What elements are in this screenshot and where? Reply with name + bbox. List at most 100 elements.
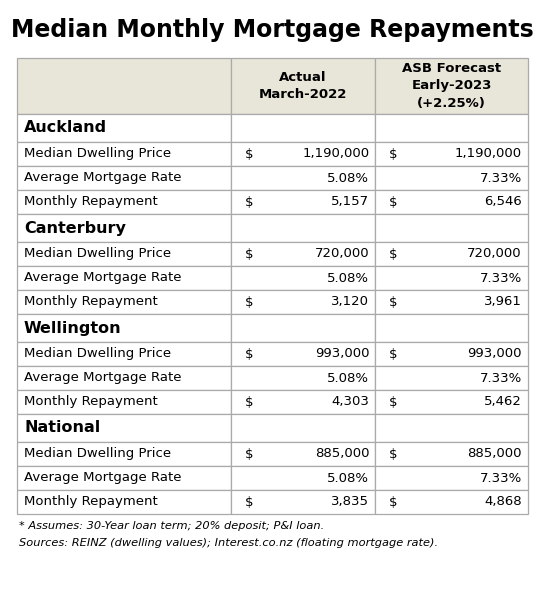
Text: 3,835: 3,835 bbox=[331, 495, 369, 508]
Text: Canterbury: Canterbury bbox=[24, 221, 126, 236]
Bar bbox=[17, 466, 231, 490]
Text: Median Monthly Mortgage Repayments: Median Monthly Mortgage Repayments bbox=[11, 18, 534, 42]
Bar bbox=[231, 490, 375, 514]
Bar bbox=[231, 214, 375, 242]
Text: Median Dwelling Price: Median Dwelling Price bbox=[24, 448, 171, 460]
Bar bbox=[375, 266, 528, 290]
Bar bbox=[231, 290, 375, 314]
Text: 6,546: 6,546 bbox=[485, 195, 522, 209]
Text: Sources: REINZ (dwelling values); Interest.co.nz (floating mortgage rate).: Sources: REINZ (dwelling values); Intere… bbox=[19, 538, 438, 548]
Text: 3,961: 3,961 bbox=[484, 296, 522, 308]
Text: $: $ bbox=[389, 195, 398, 209]
Text: 5.08%: 5.08% bbox=[327, 272, 369, 284]
Bar bbox=[17, 490, 231, 514]
Text: Average Mortgage Rate: Average Mortgage Rate bbox=[24, 272, 181, 284]
Bar bbox=[375, 466, 528, 490]
Bar bbox=[231, 390, 375, 414]
Bar bbox=[17, 242, 231, 266]
Text: 7.33%: 7.33% bbox=[480, 171, 522, 185]
Text: $: $ bbox=[389, 495, 398, 508]
Bar bbox=[231, 242, 375, 266]
Bar bbox=[231, 414, 375, 442]
Text: 5.08%: 5.08% bbox=[327, 371, 369, 385]
Text: Average Mortgage Rate: Average Mortgage Rate bbox=[24, 371, 181, 385]
Bar bbox=[231, 314, 375, 342]
Text: 885,000: 885,000 bbox=[468, 448, 522, 460]
Bar bbox=[375, 190, 528, 214]
Text: Wellington: Wellington bbox=[24, 320, 122, 335]
Bar bbox=[231, 190, 375, 214]
Text: $: $ bbox=[245, 195, 253, 209]
Bar bbox=[231, 266, 375, 290]
Text: 885,000: 885,000 bbox=[314, 448, 369, 460]
Bar bbox=[17, 314, 231, 342]
Text: Monthly Repayment: Monthly Repayment bbox=[24, 395, 158, 409]
Text: 5.08%: 5.08% bbox=[327, 472, 369, 484]
Bar bbox=[375, 114, 528, 142]
Text: 3,120: 3,120 bbox=[331, 296, 369, 308]
Text: Average Mortgage Rate: Average Mortgage Rate bbox=[24, 472, 181, 484]
Text: National: National bbox=[24, 421, 100, 436]
Text: 5,157: 5,157 bbox=[331, 195, 369, 209]
Bar bbox=[375, 342, 528, 366]
Text: 720,000: 720,000 bbox=[314, 248, 369, 260]
Text: $: $ bbox=[389, 296, 398, 308]
Bar bbox=[375, 242, 528, 266]
Text: $: $ bbox=[245, 495, 253, 508]
Text: 7.33%: 7.33% bbox=[480, 472, 522, 484]
Bar bbox=[375, 166, 528, 190]
Bar bbox=[375, 214, 528, 242]
Text: 4,303: 4,303 bbox=[331, 395, 369, 409]
Bar bbox=[17, 114, 231, 142]
Bar bbox=[231, 466, 375, 490]
Text: $: $ bbox=[245, 448, 253, 460]
Bar bbox=[231, 442, 375, 466]
Bar bbox=[17, 342, 231, 366]
Bar bbox=[375, 490, 528, 514]
Text: Monthly Repayment: Monthly Repayment bbox=[24, 195, 158, 209]
Text: $: $ bbox=[389, 147, 398, 160]
Bar bbox=[375, 366, 528, 390]
Bar bbox=[231, 366, 375, 390]
Text: $: $ bbox=[389, 347, 398, 361]
Text: * Assumes: 30-Year loan term; 20% deposit; P&I loan.: * Assumes: 30-Year loan term; 20% deposi… bbox=[19, 521, 324, 531]
Bar bbox=[17, 58, 231, 114]
Bar bbox=[17, 142, 231, 166]
Text: Auckland: Auckland bbox=[24, 120, 107, 135]
Text: 7.33%: 7.33% bbox=[480, 371, 522, 385]
Bar bbox=[231, 342, 375, 366]
Bar bbox=[375, 314, 528, 342]
Bar bbox=[375, 442, 528, 466]
Text: $: $ bbox=[245, 248, 253, 260]
Bar bbox=[17, 290, 231, 314]
Text: $: $ bbox=[389, 448, 398, 460]
Bar bbox=[17, 414, 231, 442]
Text: 7.33%: 7.33% bbox=[480, 272, 522, 284]
Bar bbox=[231, 166, 375, 190]
Text: Average Mortgage Rate: Average Mortgage Rate bbox=[24, 171, 181, 185]
Text: Median Dwelling Price: Median Dwelling Price bbox=[24, 248, 171, 260]
Text: $: $ bbox=[389, 248, 398, 260]
Text: Monthly Repayment: Monthly Repayment bbox=[24, 296, 158, 308]
Bar bbox=[17, 190, 231, 214]
Text: $: $ bbox=[245, 147, 253, 160]
Bar bbox=[375, 58, 528, 114]
Text: 720,000: 720,000 bbox=[468, 248, 522, 260]
Bar bbox=[17, 266, 231, 290]
Text: 993,000: 993,000 bbox=[314, 347, 369, 361]
Text: $: $ bbox=[245, 395, 253, 409]
Text: 993,000: 993,000 bbox=[468, 347, 522, 361]
Bar bbox=[17, 214, 231, 242]
Bar bbox=[375, 390, 528, 414]
Bar bbox=[375, 290, 528, 314]
Text: Actual
March-2022: Actual March-2022 bbox=[259, 71, 347, 101]
Text: Median Dwelling Price: Median Dwelling Price bbox=[24, 347, 171, 361]
Bar bbox=[375, 142, 528, 166]
Text: $: $ bbox=[389, 395, 398, 409]
Bar bbox=[231, 58, 375, 114]
Bar bbox=[17, 366, 231, 390]
Bar bbox=[17, 166, 231, 190]
Text: Monthly Repayment: Monthly Repayment bbox=[24, 495, 158, 508]
Text: Median Dwelling Price: Median Dwelling Price bbox=[24, 147, 171, 160]
Text: ASB Forecast
Early-2023
(+2.25%): ASB Forecast Early-2023 (+2.25%) bbox=[402, 63, 501, 109]
